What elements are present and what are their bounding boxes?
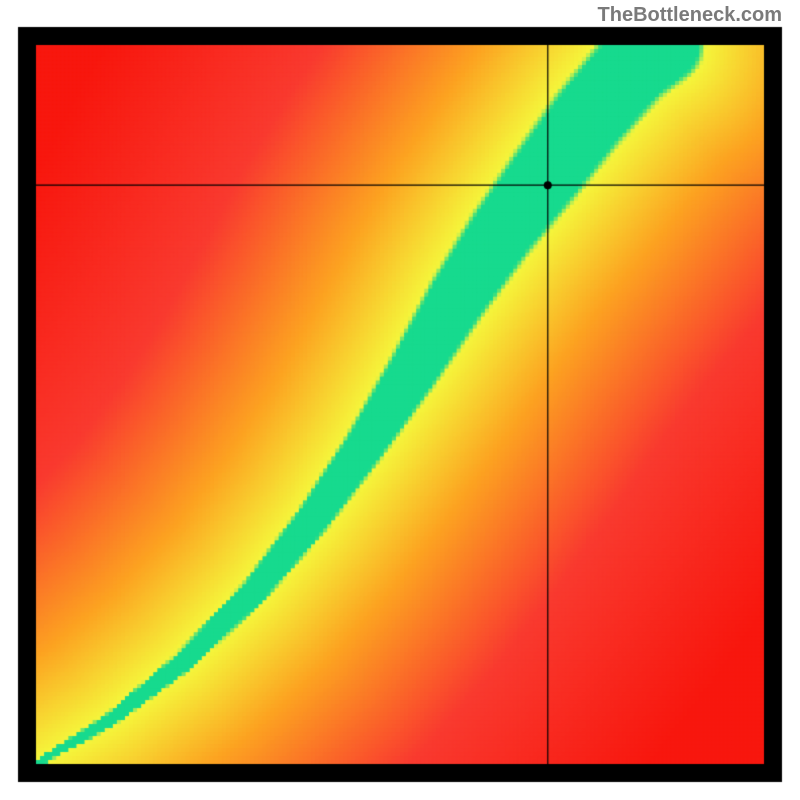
watermark-text: TheBottleneck.com: [598, 4, 782, 27]
bottleneck-heatmap: [0, 0, 800, 800]
chart-container: TheBottleneck.com: [0, 0, 800, 800]
